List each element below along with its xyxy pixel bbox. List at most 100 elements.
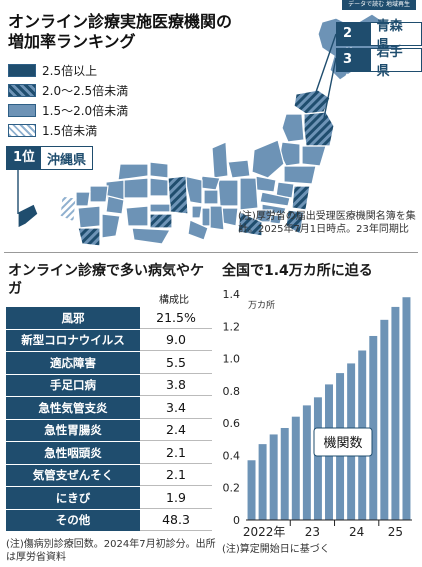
table-row: 適応障害 5.5 xyxy=(6,352,212,375)
disease-name: 急性胃腸炎 xyxy=(6,419,140,441)
map-akita xyxy=(281,113,305,143)
diseases-title: オンライン診療で多い病気やケガ xyxy=(8,263,204,297)
section-divider xyxy=(4,252,418,253)
map-saitama xyxy=(259,191,291,207)
y-tick-label: 1.0 xyxy=(223,353,241,366)
bar xyxy=(258,444,267,520)
diseases-column-header: 構成比 xyxy=(159,295,189,306)
bar xyxy=(247,460,256,520)
table-row: 急性胃腸炎 2.4 xyxy=(6,419,212,442)
rank-box-first: 1位 沖縄県 xyxy=(6,146,94,170)
map-yamanashi xyxy=(255,209,273,223)
table-row: 急性咽頭炎 2.1 xyxy=(6,442,212,465)
bar xyxy=(380,319,389,520)
disease-name: 手足口病 xyxy=(6,374,140,396)
x-tick-label: 23 xyxy=(305,525,320,538)
bar-chart: 0 0.2 0.4 0.6 0.8 1.0 1.2 1.4 2022年 23 24 25 万カ所 機… xyxy=(223,288,412,538)
map-saga xyxy=(75,191,91,207)
legend-label: 2.5倍以上 xyxy=(42,63,98,78)
disease-share: 3.4 xyxy=(140,397,212,419)
y-tick-label: 0.4 xyxy=(223,449,241,462)
map-shiga xyxy=(203,189,219,205)
map-toyama xyxy=(227,159,251,179)
legend-label: 1.5倍未満 xyxy=(42,123,98,138)
map-ibaraki xyxy=(291,185,311,211)
bar xyxy=(402,297,411,520)
disease-name: 急性気管支炎 xyxy=(6,397,140,419)
map-title: オンライン診療実施医療機関の増加率ランキング xyxy=(8,12,233,51)
disease-share: 3.8 xyxy=(140,374,212,396)
x-tick-label: 24 xyxy=(349,525,364,538)
disease-share: 5.5 xyxy=(140,352,212,374)
map-wakayama xyxy=(187,219,209,241)
table-row: 気管支ぜんそく 2.1 xyxy=(6,464,212,487)
y-tick-label: 0.6 xyxy=(223,417,241,430)
map-miyazaki xyxy=(101,213,121,239)
table-row: 手足口病 3.8 xyxy=(6,374,212,397)
legend-swatch-solid-mid xyxy=(8,103,36,117)
disease-share: 9.0 xyxy=(140,329,212,351)
legend-item-level3: 1.5～2.0倍未満 xyxy=(8,100,128,120)
map-ehime xyxy=(125,205,149,227)
y-tick-label: 0 xyxy=(233,514,240,527)
table-row: その他 48.3 xyxy=(6,509,212,532)
map-gunma xyxy=(255,175,277,193)
bar xyxy=(280,427,289,520)
map-niigata xyxy=(251,139,285,179)
disease-share: 21.5% xyxy=(140,307,212,329)
map-aomori xyxy=(293,89,331,115)
y-tick-label: 1.2 xyxy=(223,320,241,333)
map-gifu xyxy=(217,179,239,207)
table-row: 急性気管支炎 3.4 xyxy=(6,397,212,420)
disease-share: 2.4 xyxy=(140,419,212,441)
map-legend: 2.5倍以上 2.0～2.5倍未満 1.5～2.0倍未満 1.5倍未満 xyxy=(8,60,128,140)
disease-name: にきび xyxy=(6,487,140,509)
map-shimane xyxy=(117,163,149,181)
disease-share: 48.3 xyxy=(140,509,212,531)
legend-swatch-stripe-light xyxy=(8,123,36,137)
rank-label: 1位 xyxy=(7,147,42,169)
table-row: 新型コロナウイルス 9.0 xyxy=(6,329,212,352)
legend-item-level1: 2.5倍以上 xyxy=(8,60,128,80)
bar xyxy=(369,335,378,520)
map-fukui xyxy=(199,175,221,191)
bars xyxy=(247,297,411,520)
corner-tag: データで読む 地域再生 xyxy=(342,0,416,10)
legend-label: 1.5～2.0倍未満 xyxy=(42,103,129,118)
diseases-note: (注)傷病別診療回数。2024年7月初診分。出所は厚労省資料 xyxy=(6,539,216,563)
disease-share: 2.1 xyxy=(140,464,212,486)
map-tottori xyxy=(149,161,169,179)
map-nagasaki xyxy=(59,195,77,223)
legend-swatch-solid-dark xyxy=(8,63,36,77)
leader-line-aomori xyxy=(315,33,337,93)
map-okayama xyxy=(149,177,169,197)
x-axis: 2022年 23 24 25 xyxy=(243,519,412,538)
map-kagawa xyxy=(149,203,171,213)
disease-name: 適応障害 xyxy=(6,352,140,374)
table-row: 風邪 21.5% xyxy=(6,307,212,330)
y-tick-label: 0.2 xyxy=(223,482,241,495)
x-tick-label: 2022年 xyxy=(243,525,286,538)
map-note: (注)厚労省の届出受理医療機関名簿を集計。2025年7月1日時点。23年同期比 xyxy=(238,211,416,235)
disease-name: 急性咽頭炎 xyxy=(6,442,140,464)
map-kyoto xyxy=(183,175,203,205)
map-ishikawa xyxy=(211,141,229,179)
bar xyxy=(302,405,311,520)
disease-share: 2.1 xyxy=(140,442,212,464)
leader-line-iwate xyxy=(323,57,337,119)
bar xyxy=(313,397,322,520)
legend-label: 2.0～2.5倍未満 xyxy=(42,83,129,98)
map-fukushima xyxy=(283,165,317,185)
rank-label: 2位 xyxy=(337,23,371,63)
map-kochi xyxy=(131,227,172,245)
legend-item-level2: 2.0～2.5倍未満 xyxy=(8,80,128,100)
japan-map xyxy=(17,13,405,247)
bar xyxy=(391,306,400,520)
table-row: にきび 1.9 xyxy=(6,487,212,510)
y-axis-unit: 万カ所 xyxy=(248,300,275,311)
map-mie xyxy=(209,205,225,231)
map-miyagi xyxy=(301,145,327,167)
map-tochigi xyxy=(275,181,295,199)
map-hyogo xyxy=(167,175,189,215)
map-hiroshima xyxy=(123,177,149,199)
